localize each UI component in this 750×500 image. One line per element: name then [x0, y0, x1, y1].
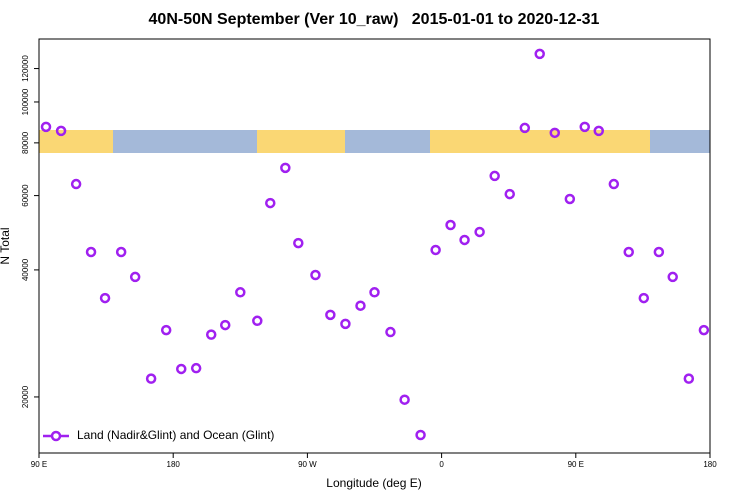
point [534, 48, 545, 60]
point [489, 170, 500, 182]
point [549, 127, 561, 139]
point [608, 178, 620, 190]
point [340, 318, 351, 330]
point [415, 429, 426, 441]
point [653, 246, 665, 258]
x-tick-label: 180 [703, 460, 717, 469]
y-axis-label: N Total [0, 227, 12, 264]
point [310, 269, 321, 281]
point [474, 226, 485, 238]
y-tick-label: 60000 [21, 184, 30, 207]
point [385, 326, 396, 338]
point [252, 315, 263, 327]
map-land [430, 130, 650, 153]
point [638, 292, 650, 304]
y-tick-label: 80000 [21, 131, 30, 154]
map-land [257, 130, 345, 153]
point [235, 287, 246, 298]
legend-label: Land (Nadir&Glint) and Ocean (Glint) [77, 428, 274, 442]
x-tick-label: 90 W [298, 460, 317, 469]
point [265, 197, 276, 209]
point [190, 362, 202, 374]
point [399, 394, 410, 405]
y-tick-label: 20000 [21, 385, 30, 408]
x-tick-label: 180 [167, 460, 181, 469]
point [85, 246, 97, 258]
point [698, 324, 710, 336]
x-tick-label: 0 [439, 460, 444, 469]
x-axis-label: Longitude (deg E) [326, 476, 421, 490]
point [355, 300, 366, 311]
point [70, 178, 82, 190]
point [564, 193, 576, 205]
point [519, 122, 531, 134]
point [115, 246, 127, 258]
point [55, 125, 67, 137]
x-tick-label: 90 E [568, 460, 584, 469]
point [445, 219, 456, 231]
point [160, 324, 172, 336]
x-tick-label: 90 E [31, 460, 47, 469]
y-tick-label: 120000 [21, 55, 30, 82]
point [579, 121, 590, 133]
point [293, 237, 304, 249]
point [219, 319, 231, 331]
point [40, 121, 52, 133]
point [280, 162, 291, 174]
map-strip [39, 130, 710, 153]
y-tick-label: 100000 [21, 88, 30, 115]
point [459, 234, 470, 246]
plot-frame [38, 38, 711, 454]
point [369, 287, 380, 298]
point [325, 309, 336, 321]
point [593, 125, 605, 137]
point [667, 271, 678, 283]
point [145, 373, 157, 384]
point [129, 271, 141, 283]
point [683, 373, 695, 384]
map-land [39, 130, 113, 153]
point [430, 244, 441, 256]
legend-marker [50, 430, 62, 442]
chart-title: 40N-50N September (Ver 10_raw) 2015-01-0… [149, 11, 600, 28]
y-tick-label: 40000 [21, 258, 30, 281]
point [623, 246, 634, 258]
point [504, 188, 515, 200]
point [99, 292, 111, 304]
point [176, 363, 187, 375]
point [205, 329, 217, 340]
